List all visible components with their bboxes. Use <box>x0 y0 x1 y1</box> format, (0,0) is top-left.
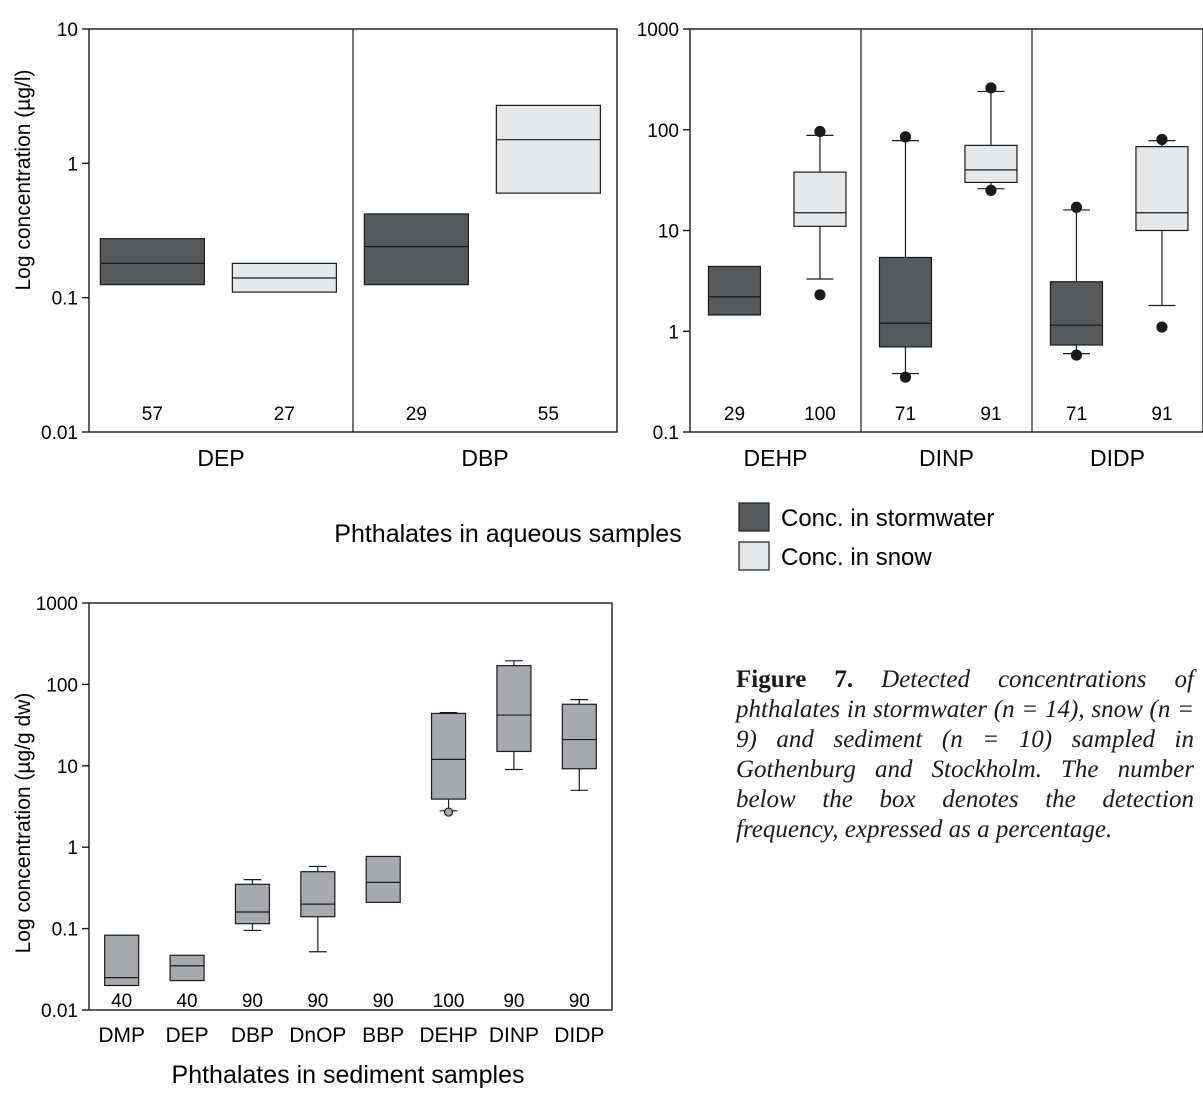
outlier-point <box>985 184 997 197</box>
box <box>430 712 467 800</box>
detection-frequency-label: 27 <box>274 404 295 425</box>
box <box>365 855 401 903</box>
outlier-point <box>1070 201 1083 213</box>
y-axis-label: Log concentration (µg/g dw) <box>12 693 35 954</box>
detection-frequency-label: 91 <box>1151 404 1172 425</box>
y-tick-label: 10 <box>57 757 78 778</box>
detection-frequency-label: 29 <box>406 404 427 425</box>
y-axis-label: Log concentration (µg/l) <box>12 69 35 290</box>
outlier-point <box>814 125 826 138</box>
category-label: DnOP <box>289 1024 346 1047</box>
legend-label-stormwater: Conc. in stormwater <box>781 505 994 532</box>
detection-frequency-label: 90 <box>307 991 328 1012</box>
box <box>99 238 205 286</box>
y-tick-label: 10 <box>57 20 78 41</box>
outlier-point <box>443 807 454 817</box>
category-label: DINP <box>919 445 974 471</box>
legend-label-snow: Conc. in snow <box>781 544 932 571</box>
outlier-point <box>1070 349 1083 361</box>
box <box>496 665 532 753</box>
detection-frequency-label: 90 <box>503 991 524 1012</box>
box <box>964 144 1018 184</box>
y-tick-label: 100 <box>46 675 78 696</box>
category-label: BBP <box>362 1024 404 1047</box>
chart-aqueous-dep-dbp: Log concentration (µg/l) 0.01 0.1 1 10 57 27… <box>12 20 618 471</box>
chart-sediment: Log concentration (µg/g dw) 0.01 0.1 1 10 10… <box>12 594 613 1047</box>
box <box>363 213 469 286</box>
legend-swatch-stormwater <box>738 502 770 532</box>
caption-text: Detected concentrations of phthalates in… <box>736 666 1194 843</box>
y-tick-label: 0.01 <box>41 1001 78 1022</box>
detection-frequency-label: 55 <box>538 404 559 425</box>
y-tick-label: 10 <box>658 222 679 243</box>
category-label: DEHP <box>419 1024 477 1047</box>
legend: Conc. in stormwater Conc. in snow <box>738 502 994 571</box>
detection-frequency-label: 90 <box>373 991 394 1012</box>
y-tick-label: 1000 <box>637 20 679 41</box>
category-label: DBP <box>231 1024 274 1047</box>
category-label: DIDP <box>554 1024 604 1047</box>
category-label: DEHP <box>744 445 808 471</box>
detection-frequency-label: 100 <box>804 404 836 425</box>
chart-aqueous-dehp-dinp-didp: 0.1 1 10 100 1000 29 100 71 91 71 91 DEHP DINP DIDP <box>637 20 1203 471</box>
box <box>707 265 762 316</box>
plot-frame <box>689 28 1203 433</box>
outlier-point <box>899 131 912 143</box>
figure-caption: Figure 7. Detected concentrations of pht… <box>736 665 1194 845</box>
outlier-point <box>1156 321 1168 333</box>
outlier-point <box>899 371 912 383</box>
category-label: DEP <box>165 1024 208 1047</box>
box <box>169 954 205 982</box>
y-tick-label: 1 <box>67 154 78 175</box>
category-label: DINP <box>489 1024 539 1047</box>
box <box>561 703 597 770</box>
box <box>495 104 601 194</box>
detection-frequency-label: 91 <box>980 404 1001 425</box>
legend-swatch-snow <box>738 541 770 571</box>
outlier-point <box>814 289 826 301</box>
box <box>1049 281 1104 346</box>
detection-frequency-label: 90 <box>242 991 263 1012</box>
y-tick-label: 1000 <box>36 594 78 615</box>
category-label: DBP <box>461 445 508 471</box>
outlier-point <box>1156 133 1168 146</box>
detection-frequency-label: 71 <box>895 404 916 425</box>
detection-frequency-label: 40 <box>111 991 132 1012</box>
y-tick-label: 0.1 <box>52 289 78 310</box>
detection-frequency-label: 40 <box>176 991 197 1012</box>
aqueous-title: Phthalates in aqueous samples <box>334 520 681 548</box>
y-tick-label: 100 <box>647 121 679 142</box>
sediment-title: Phthalates in sediment samples <box>172 1061 525 1089</box>
y-tick-label: 1 <box>67 838 78 859</box>
detection-frequency-label: 29 <box>724 404 745 425</box>
detection-frequency-label: 90 <box>569 991 590 1012</box>
detection-frequency-label: 71 <box>1066 404 1087 425</box>
box <box>793 171 847 227</box>
category-label: DMP <box>98 1024 145 1047</box>
detection-frequency-label: 100 <box>433 991 465 1012</box>
category-label: DIDP <box>1090 445 1145 471</box>
y-tick-label: 1 <box>668 322 679 343</box>
category-label: DEP <box>197 445 244 471</box>
box <box>1135 146 1189 232</box>
caption-label: Figure 7. <box>736 666 854 693</box>
y-tick-label: 0.1 <box>52 920 78 941</box>
plot-frame <box>88 28 618 433</box>
box <box>878 256 933 348</box>
detection-frequency-label: 57 <box>142 404 163 425</box>
y-tick-label: 0.01 <box>41 423 78 444</box>
box <box>300 871 336 918</box>
y-tick-label: 0.1 <box>653 423 679 444</box>
plot-frame <box>88 602 613 1011</box>
box <box>234 883 271 925</box>
outlier-point <box>985 82 997 94</box>
